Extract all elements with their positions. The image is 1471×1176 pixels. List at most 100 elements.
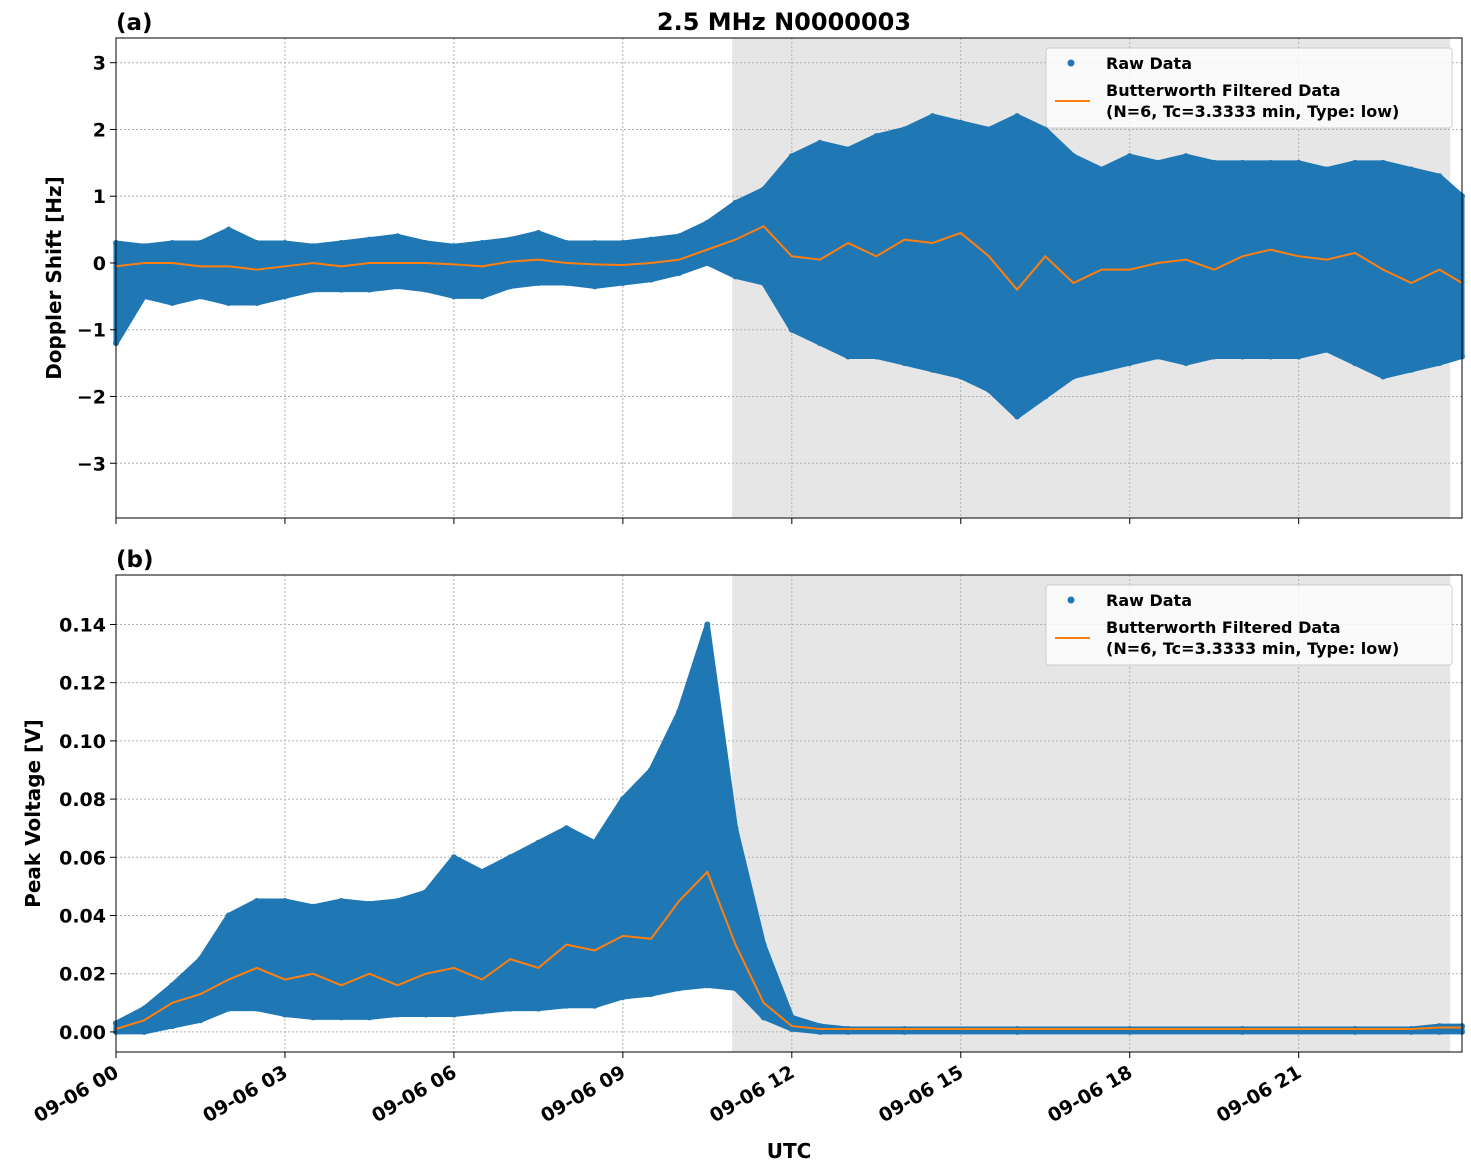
raw-data-point — [788, 326, 795, 333]
raw-data-point — [450, 293, 457, 300]
raw-data-point — [507, 1005, 514, 1012]
chart-title: 2.5 MHz N0000003 — [657, 8, 911, 36]
y-tick-label: 1 — [93, 186, 106, 208]
raw-data-point — [479, 239, 486, 246]
raw-data-point — [141, 1005, 148, 1012]
legend-raw-marker — [1067, 59, 1075, 67]
raw-data-point — [422, 889, 429, 896]
raw-data-point — [450, 1011, 457, 1018]
raw-data-point — [225, 226, 232, 233]
raw-data-point — [169, 1023, 176, 1030]
raw-data-point — [197, 239, 204, 246]
y-axis-label: Doppler Shift [Hz] — [42, 176, 66, 380]
raw-data-point — [1436, 173, 1443, 180]
raw-data-point — [929, 113, 936, 120]
y-tick-label: −1 — [77, 320, 106, 342]
raw-data-point — [1408, 1028, 1415, 1035]
raw-data-point — [760, 1014, 767, 1021]
raw-data-point — [985, 386, 992, 393]
raw-data-point — [310, 1014, 317, 1021]
raw-data-point — [648, 766, 655, 773]
raw-data-point — [1351, 360, 1358, 367]
raw-data-point — [704, 621, 711, 628]
raw-data-point — [253, 239, 260, 246]
raw-data-point — [1436, 360, 1443, 367]
legend-raw-label: Raw Data — [1106, 591, 1192, 610]
raw-data-point — [225, 300, 232, 307]
y-tick-label: 0.02 — [59, 964, 106, 986]
raw-data-point — [1154, 159, 1161, 166]
plot-frame — [115, 37, 1463, 519]
y-tick-label: −2 — [77, 386, 106, 408]
raw-data-point — [1014, 113, 1021, 120]
raw-data-point — [901, 360, 908, 367]
raw-data-point — [479, 1008, 486, 1015]
raw-data-point — [816, 139, 823, 146]
y-tick-label: 0.08 — [59, 789, 106, 811]
raw-data-point — [591, 283, 598, 290]
raw-data-point — [648, 991, 655, 998]
raw-data-point — [760, 186, 767, 193]
raw-data-point — [169, 300, 176, 307]
raw-data-point — [788, 1026, 795, 1033]
raw-data-point — [563, 239, 570, 246]
raw-data-point — [648, 236, 655, 243]
raw-data-point — [760, 941, 767, 948]
raw-data-point — [619, 280, 626, 287]
raw-data-point — [535, 229, 542, 236]
legend-box — [1045, 584, 1453, 666]
raw-data-point — [310, 903, 317, 910]
raw-data-point — [591, 239, 598, 246]
raw-data-point — [619, 796, 626, 803]
raw-data-point — [253, 300, 260, 307]
raw-data-point — [1098, 166, 1105, 173]
raw-data-point — [507, 283, 514, 290]
raw-data-point — [253, 1005, 260, 1012]
raw-data-point — [1267, 353, 1274, 360]
raw-data-point — [619, 993, 626, 1000]
y-tick-label: 0.04 — [59, 906, 106, 928]
x-tick-label: 09-06 06 — [368, 1061, 460, 1127]
raw-data-point — [845, 1028, 852, 1035]
x-tick-label: 09-06 00 — [30, 1061, 122, 1127]
raw-data-point — [1014, 1028, 1021, 1035]
raw-data-point — [1126, 153, 1133, 160]
legend: Raw Data Butterworth Filtered Data (N=6, T… — [1045, 584, 1453, 666]
raw-data-point — [788, 1014, 795, 1021]
raw-data-point — [1351, 159, 1358, 166]
raw-data-point — [563, 280, 570, 287]
y-tick-label: 0.12 — [59, 673, 106, 695]
legend-filtered-label: Butterworth Filtered Data — [1106, 81, 1341, 100]
raw-data-point — [507, 236, 514, 243]
x-tick-label: 09-06 12 — [706, 1061, 798, 1127]
raw-data-point — [732, 199, 739, 206]
raw-data-point — [704, 259, 711, 266]
y-tick-label: −3 — [77, 453, 106, 475]
raw-data-point — [450, 243, 457, 250]
raw-data-point — [1070, 373, 1077, 380]
raw-data-point — [1239, 353, 1246, 360]
raw-data-point — [591, 1002, 598, 1009]
raw-data-point — [1070, 153, 1077, 160]
raw-data-point — [676, 233, 683, 240]
raw-data-point — [1154, 353, 1161, 360]
raw-data-point — [957, 373, 964, 380]
raw-data-point — [225, 912, 232, 919]
raw-data-point — [901, 1028, 908, 1035]
raw-data-point — [591, 839, 598, 846]
raw-data-point — [169, 239, 176, 246]
raw-data-point — [197, 293, 204, 300]
y-tick-label: 3 — [93, 53, 106, 75]
raw-data-point — [676, 708, 683, 715]
raw-data-point — [1408, 166, 1415, 173]
raw-data-point — [366, 236, 373, 243]
raw-data-point — [1408, 366, 1415, 373]
raw-data-point — [732, 273, 739, 280]
raw-data-point — [197, 1017, 204, 1024]
raw-data-point — [1351, 1028, 1358, 1035]
raw-data-point — [535, 839, 542, 846]
raw-data-point — [253, 897, 260, 904]
raw-data-point — [1126, 360, 1133, 367]
raw-data-point — [816, 1023, 823, 1030]
